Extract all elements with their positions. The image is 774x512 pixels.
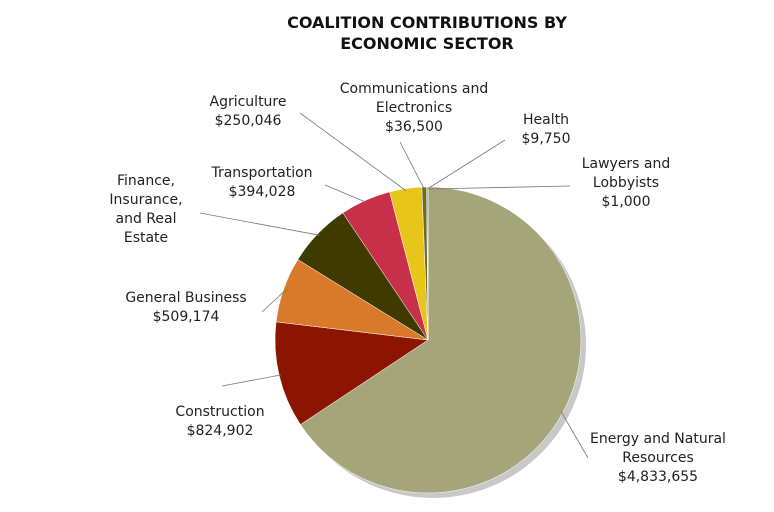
slice-value-label: $824,902 bbox=[186, 423, 254, 439]
slice-value-label: $9,750 bbox=[521, 131, 571, 147]
chart-title: COALITION CONTRIBUTIONS BY ECONOMIC SECT… bbox=[287, 13, 567, 53]
slice-value-label: $509,174 bbox=[152, 309, 220, 325]
slice-label: Transportation bbox=[211, 165, 313, 181]
slice-label: Finance, Insurance, and Real Estate bbox=[109, 173, 183, 246]
pie-slice bbox=[300, 186, 582, 494]
slice-label: Energy and Natural Resources bbox=[590, 431, 726, 466]
slice-label: Health bbox=[523, 112, 569, 128]
leader-line bbox=[324, 184, 367, 203]
slice-value-label: $1,000 bbox=[601, 194, 651, 210]
leader-line bbox=[427, 185, 571, 190]
slice-label: Lawyers and Lobbyists bbox=[581, 156, 671, 191]
slice-value-label: $250,046 bbox=[214, 113, 282, 129]
slice-value-label: $394,028 bbox=[228, 184, 296, 200]
slice-label: Agriculture bbox=[209, 94, 287, 110]
leader-line bbox=[261, 289, 286, 313]
slice-label: General Business bbox=[125, 290, 247, 306]
slice-value-label: $36,500 bbox=[385, 119, 443, 135]
slice-value-label: $4,833,655 bbox=[617, 469, 699, 485]
leader-line bbox=[399, 141, 425, 190]
slice-label: Communications and Electronics bbox=[339, 81, 489, 116]
leader-line bbox=[221, 374, 282, 387]
leader-line bbox=[560, 411, 589, 459]
slice-label: Construction bbox=[175, 404, 265, 420]
leader-line bbox=[427, 139, 506, 190]
leader-line bbox=[299, 112, 407, 191]
leader-line bbox=[199, 212, 320, 236]
